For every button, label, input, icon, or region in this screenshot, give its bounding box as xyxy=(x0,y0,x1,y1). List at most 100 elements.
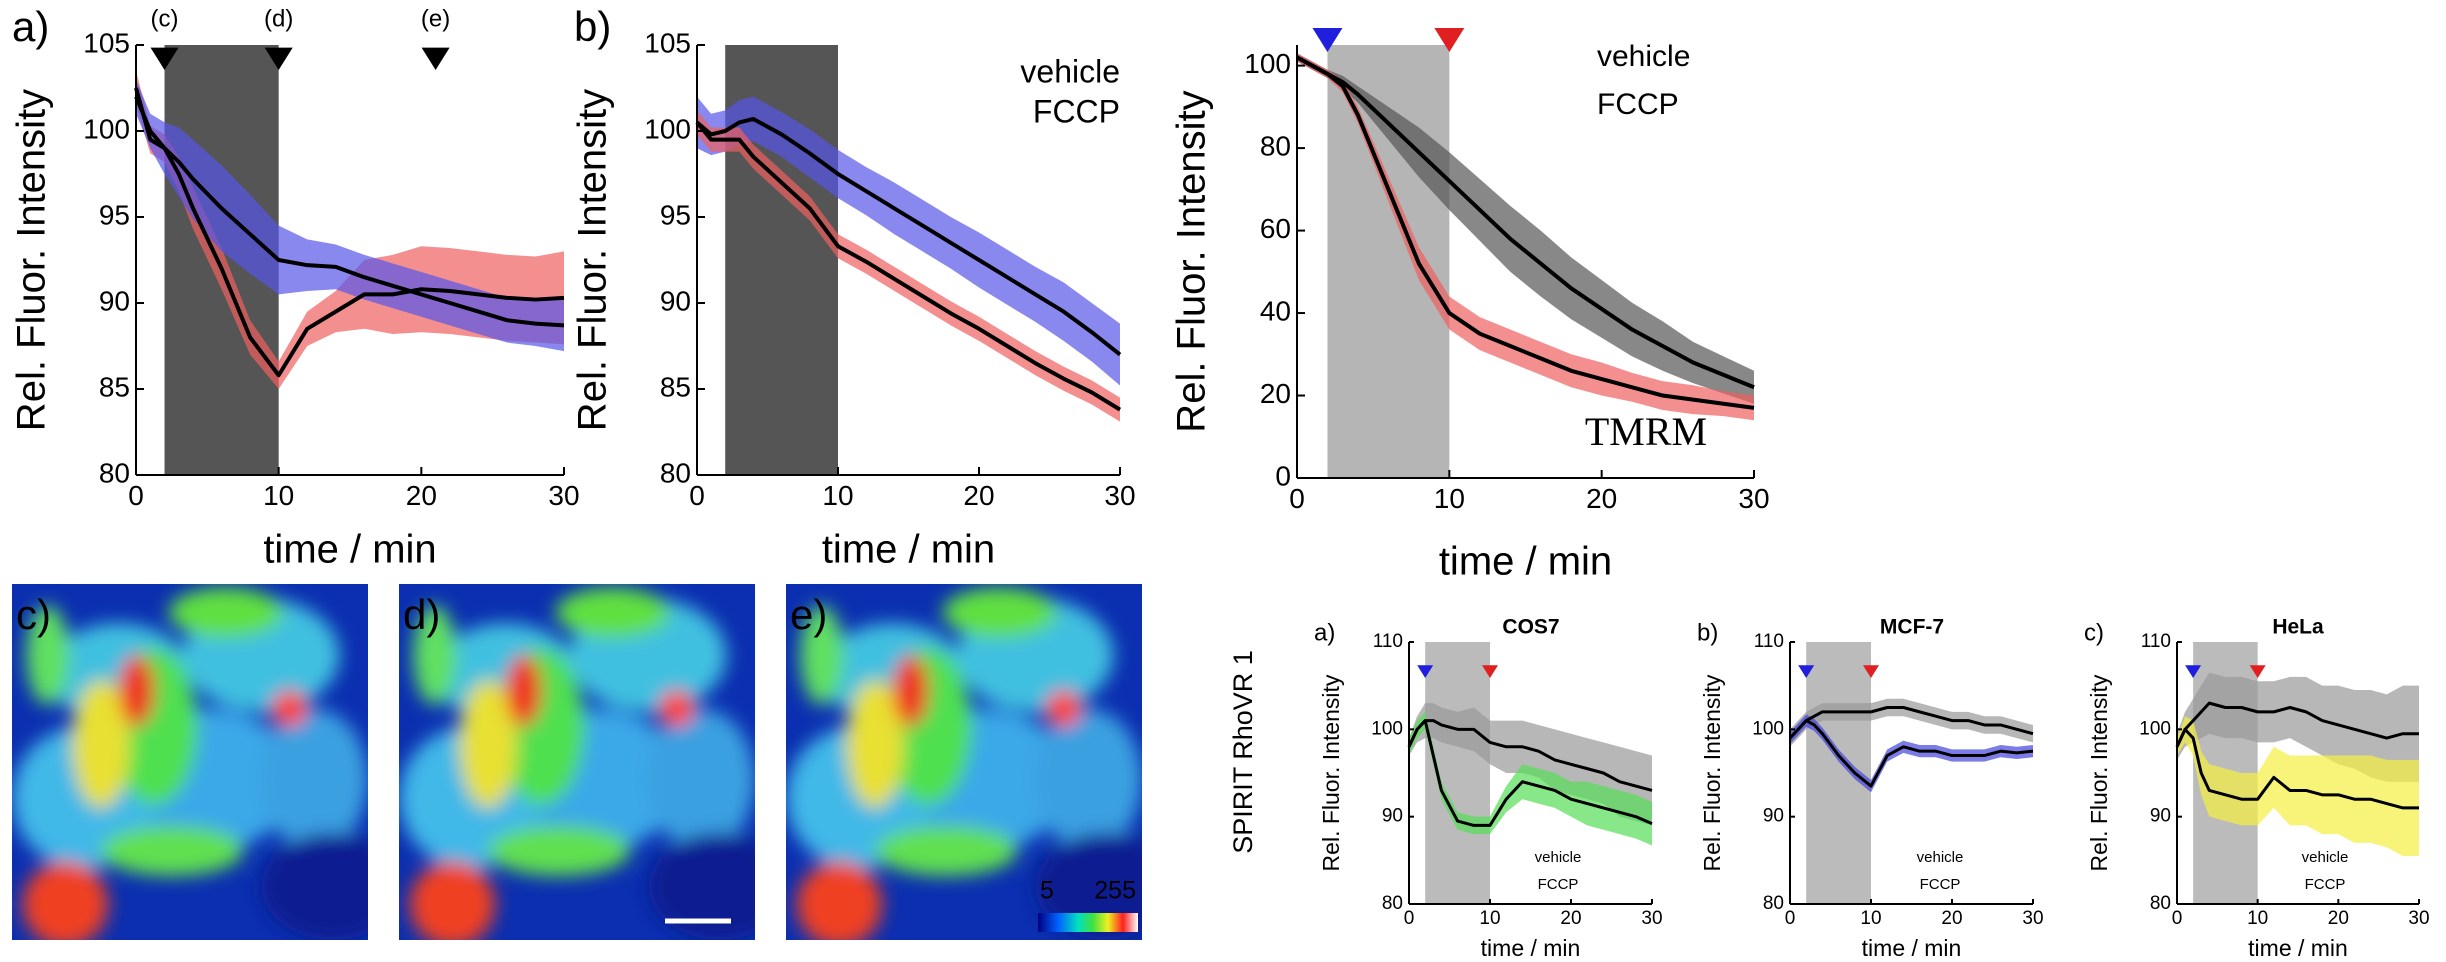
image-label: c) xyxy=(16,591,51,638)
stimulus-marker xyxy=(1434,28,1465,52)
image-blob xyxy=(261,708,368,851)
stimulus-marker xyxy=(150,47,179,70)
stimulus-marker xyxy=(1417,665,1434,678)
series-line xyxy=(134,95,565,328)
x-axis-label: time / min xyxy=(822,528,995,572)
y-tick-label: 85 xyxy=(660,371,691,402)
side-label: SPIRIT RhoVR 1 xyxy=(1228,650,1258,854)
x-tick-label: 20 xyxy=(1941,908,1962,929)
x-tick-label: 0 xyxy=(1289,483,1305,514)
x-tick-label: 30 xyxy=(1641,908,1662,929)
image-blob xyxy=(271,690,308,727)
series-line xyxy=(1788,706,2034,740)
legend-entry: FCCP xyxy=(2305,876,2346,893)
series-line xyxy=(1407,719,1653,792)
image-blob xyxy=(22,861,109,940)
x-tick-label: 20 xyxy=(1560,908,1581,929)
y-tick-label: 90 xyxy=(1763,806,1784,827)
y-axis-label: Rel. Fluor. Intensity xyxy=(1170,90,1214,432)
y-tick-label: 85 xyxy=(99,371,130,402)
x-tick-label: 10 xyxy=(822,480,853,511)
error-band xyxy=(2177,716,2419,856)
y-tick-label: 100 xyxy=(1752,718,1784,739)
stimulus-marker xyxy=(421,47,450,70)
y-tick-label: 100 xyxy=(2139,718,2171,739)
image-blob xyxy=(800,605,843,706)
y-tick-label: 60 xyxy=(1260,213,1291,244)
image-blob xyxy=(796,861,883,940)
stimulus-marker xyxy=(1863,665,1879,678)
y-tick-label: 110 xyxy=(2141,631,2171,652)
y-tick-label: 80 xyxy=(99,457,130,488)
legend-entry: vehicle xyxy=(1535,849,1582,866)
marker-label: (e) xyxy=(421,5,450,32)
x-tick-label: 0 xyxy=(2172,908,2183,929)
x-tick-label: 10 xyxy=(2247,908,2268,929)
colorbar-min: 5 xyxy=(1040,877,1054,905)
stimulus-marker xyxy=(2249,665,2266,678)
x-tick-label: 0 xyxy=(128,480,144,511)
image-blobs xyxy=(12,587,368,940)
image-blob xyxy=(1045,690,1082,727)
y-tick-label: 90 xyxy=(1382,806,1403,827)
y-axis-label: Rel. Fluor. Intensity xyxy=(1318,674,1344,871)
series-line xyxy=(1407,719,1653,827)
image-blob xyxy=(488,826,631,876)
image-blob xyxy=(505,655,542,727)
legend-entry: FCCP xyxy=(1597,88,1679,121)
x-tick-label: 0 xyxy=(1404,908,1415,929)
stimulus-window xyxy=(1425,642,1490,904)
legend-entry: vehicle xyxy=(1597,40,1690,73)
stimulus-marker xyxy=(1798,665,1815,678)
y-axis-label: Rel. Fluor. Intensity xyxy=(10,89,54,431)
error-band xyxy=(697,96,1120,386)
y-tick-label: 80 xyxy=(1260,130,1291,161)
chart-title: HeLa xyxy=(2272,616,2324,639)
image-blob xyxy=(875,826,1018,876)
x-tick-label: 0 xyxy=(689,480,705,511)
x-tick-label: 10 xyxy=(1479,908,1500,929)
y-tick-label: 90 xyxy=(99,285,130,316)
image-blob xyxy=(168,587,283,638)
x-tick-label: 30 xyxy=(1104,480,1135,511)
marker-label: (c) xyxy=(151,5,179,32)
y-tick-label: 110 xyxy=(1373,631,1403,652)
x-axis-label: time / min xyxy=(1481,935,1581,961)
micrograph xyxy=(786,584,1142,940)
stimulus-marker xyxy=(1312,28,1343,52)
legend-entry: FCCP xyxy=(1033,93,1120,129)
legend-entry: vehicle xyxy=(1020,53,1120,89)
panel-label: c) xyxy=(2084,619,2104,646)
y-tick-label: 80 xyxy=(1382,893,1403,914)
legend-entry: FCCP xyxy=(1538,876,1579,893)
error-band xyxy=(1297,53,1754,404)
image-label: d) xyxy=(403,591,440,638)
y-tick-label: 80 xyxy=(1763,893,1784,914)
legend-entry: vehicle xyxy=(2302,849,2349,866)
image-blob xyxy=(26,605,69,706)
series-line xyxy=(2175,727,2419,810)
annotation: TMRM xyxy=(1585,409,1707,454)
series-line xyxy=(695,121,1122,412)
y-tick-label: 95 xyxy=(99,199,130,230)
chart-title: MCF-7 xyxy=(1880,616,1944,639)
image-blob xyxy=(555,587,670,638)
y-tick-label: 0 xyxy=(1275,460,1291,491)
image-blob xyxy=(459,680,517,809)
y-tick-label: 95 xyxy=(660,199,691,230)
y-tick-label: 20 xyxy=(1260,378,1291,409)
image-blob xyxy=(846,680,904,809)
error-band xyxy=(697,110,1120,422)
image-blob xyxy=(942,587,1057,638)
colorbar xyxy=(1038,913,1138,932)
x-tick-label: 30 xyxy=(1738,483,1769,514)
panel-label: a) xyxy=(1314,619,1335,646)
stimulus-marker xyxy=(1482,665,1498,678)
image-blob xyxy=(118,655,155,727)
image-blob xyxy=(658,690,695,727)
series-line xyxy=(1296,55,1755,390)
panel-label: a) xyxy=(12,3,49,50)
image-blobs xyxy=(786,587,1142,940)
image-blob xyxy=(648,833,755,940)
